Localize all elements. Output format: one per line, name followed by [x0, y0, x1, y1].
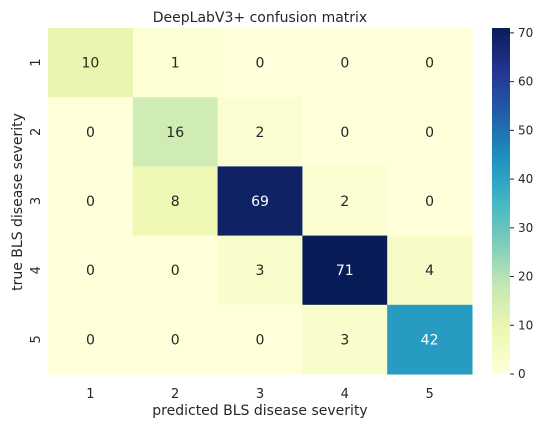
cell-label-5-5: 42	[421, 332, 439, 348]
cell-label-1-3: 0	[256, 56, 265, 72]
heatmap-cell-2-4	[302, 97, 388, 167]
cell-label-4-1: 0	[86, 263, 95, 279]
colorbar-tick-label-0: 0	[518, 367, 526, 381]
heatmap-cell-2-3	[217, 97, 303, 167]
cell-label-4-2: 0	[171, 263, 180, 279]
cell-label-1-4: 0	[340, 56, 349, 72]
heatmap-cell-4-5	[387, 235, 473, 306]
heatmap-cell-5-3	[217, 304, 303, 375]
x-tick-label-4: 4	[341, 387, 349, 402]
cell-label-5-2: 0	[171, 332, 180, 348]
cell-label-1-1: 10	[81, 56, 99, 72]
heatmap-cell-3-5	[387, 166, 473, 237]
heatmap-cell-5-1	[48, 304, 134, 375]
cell-label-2-2: 16	[166, 125, 184, 141]
heatmap-cells	[48, 28, 473, 375]
heatmap-cell-3-1	[48, 166, 134, 237]
cell-label-3-3: 69	[251, 194, 269, 210]
y-axis-ticks: 1 2 3 4 5	[29, 58, 44, 343]
x-tick-label-3: 3	[256, 387, 264, 402]
heatmap-cell-2-2	[132, 97, 219, 167]
x-axis-label: predicted BLS disease severity	[152, 403, 367, 419]
y-tick-label-1: 1	[29, 58, 44, 66]
heatmap-cell-3-3	[217, 166, 303, 237]
heatmap-cell-1-3	[217, 28, 303, 98]
cell-label-3-5: 0	[425, 194, 434, 210]
x-tick-label-2: 2	[171, 387, 179, 402]
cell-label-3-1: 0	[86, 194, 95, 210]
heatmap-cell-2-1	[48, 97, 134, 167]
colorbar-tick-label-60: 60	[518, 75, 533, 89]
colorbar-tick-label-10: 10	[518, 318, 533, 332]
heatmap-cell-4-2	[132, 235, 219, 306]
heatmap-cell-5-2	[132, 304, 219, 375]
y-tick-label-4: 4	[29, 266, 44, 274]
cell-label-1-5: 0	[425, 56, 434, 72]
colorbar-ticks: 0 10 20 30 40 50 60 70	[510, 26, 533, 381]
y-axis-label: true BLS disease severity	[10, 113, 26, 291]
cell-label-3-2: 8	[171, 194, 180, 210]
y-tick-label-2: 2	[29, 128, 44, 136]
cell-label-3-4: 2	[340, 194, 349, 210]
cell-label-4-5: 4	[425, 263, 434, 279]
x-tick-label-5: 5	[425, 387, 433, 402]
cell-label-2-3: 2	[256, 125, 265, 141]
heatmap-cell-4-3	[217, 235, 303, 306]
cell-label-2-1: 0	[86, 125, 95, 141]
cell-label-4-3: 3	[256, 263, 265, 279]
cell-label-5-3: 0	[256, 332, 265, 348]
heatmap-cell-3-2	[132, 166, 219, 237]
cell-label-2-5: 0	[425, 125, 434, 141]
colorbar-tick-label-70: 70	[518, 26, 533, 40]
x-tick-label-1: 1	[86, 387, 94, 402]
colorbar	[492, 28, 510, 374]
cell-label-5-1: 0	[86, 332, 95, 348]
cell-label-1-2: 1	[171, 56, 180, 72]
heatmap-cell-3-4	[302, 166, 388, 237]
heatmap-cell-4-4	[302, 235, 388, 306]
colorbar-tick-label-20: 20	[518, 270, 533, 284]
cell-label-4-4: 71	[336, 263, 354, 279]
colorbar-tick-label-40: 40	[518, 172, 533, 186]
colorbar-tick-label-50: 50	[518, 123, 533, 137]
cell-label-5-4: 3	[340, 332, 349, 348]
heatmap-cell-4-1	[48, 235, 134, 306]
heatmap-cell-2-5	[387, 97, 473, 167]
cell-label-2-4: 0	[340, 125, 349, 141]
heatmap-cell-1-1	[48, 28, 134, 98]
x-axis-ticks: 1 2 3 4 5	[86, 387, 433, 402]
y-tick-label-3: 3	[29, 197, 44, 205]
y-tick-label-5: 5	[29, 335, 44, 343]
chart-title: DeepLabV3+ confusion matrix	[153, 10, 367, 26]
heatmap-cell-1-5	[387, 28, 473, 98]
heatmap-cell-labels: 10 1 0 0 00 16 2 0 00 8 69 2 00 0 3 71 40 0 0 3 42	[81, 56, 438, 349]
heatmap-cell-5-4	[302, 304, 388, 375]
heatmap-cell-5-5	[387, 304, 473, 375]
heatmap-cell-1-4	[302, 28, 388, 98]
colorbar-tick-label-30: 30	[518, 221, 533, 235]
heatmap-cell-1-2	[132, 28, 219, 98]
